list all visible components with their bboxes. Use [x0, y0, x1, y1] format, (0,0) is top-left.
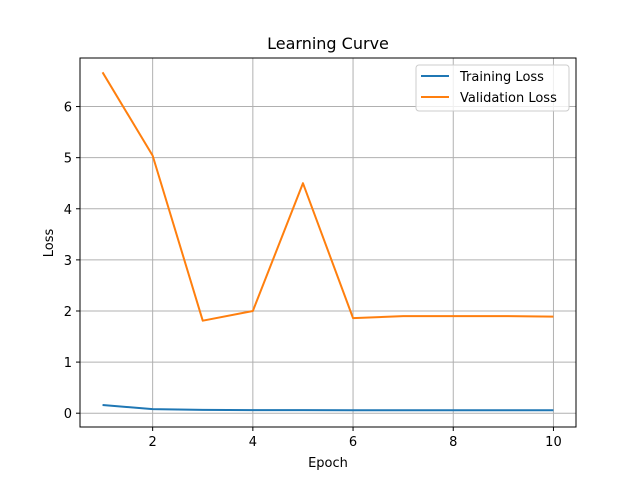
chart-title: Learning Curve — [267, 34, 389, 53]
plot-area-border — [79, 57, 577, 428]
legend-label-training-loss: Training Loss — [459, 70, 544, 85]
y-tick-label: 1 — [64, 356, 72, 371]
y-tick-label: 0 — [64, 407, 72, 422]
legend: Training Loss Validation Loss — [415, 64, 570, 112]
y-tick-label: 6 — [64, 101, 72, 116]
series-lines — [101, 71, 554, 412]
axis-ticks: 2 4 6 8 10 0 1 2 3 4 5 6 — [64, 101, 562, 450]
x-tick-label: 6 — [349, 435, 357, 450]
legend-box — [415, 64, 570, 112]
grid-lines — [80, 58, 576, 427]
y-axis-label: Loss — [42, 229, 57, 258]
legend-label-validation-loss: Validation Loss — [460, 91, 557, 106]
y-tick-label: 5 — [64, 152, 72, 167]
series-line-validation-loss — [101, 71, 554, 322]
x-tick-label: 8 — [449, 435, 457, 450]
y-tick-label: 3 — [64, 254, 72, 269]
series-line-training-loss — [102, 404, 554, 412]
y-tick-label: 4 — [64, 203, 72, 218]
x-tick-label: 2 — [149, 435, 157, 450]
x-axis-label: Epoch — [308, 456, 348, 471]
x-tick-label: 4 — [249, 435, 257, 450]
y-tick-label: 2 — [64, 305, 72, 320]
x-tick-label: 10 — [545, 435, 562, 450]
